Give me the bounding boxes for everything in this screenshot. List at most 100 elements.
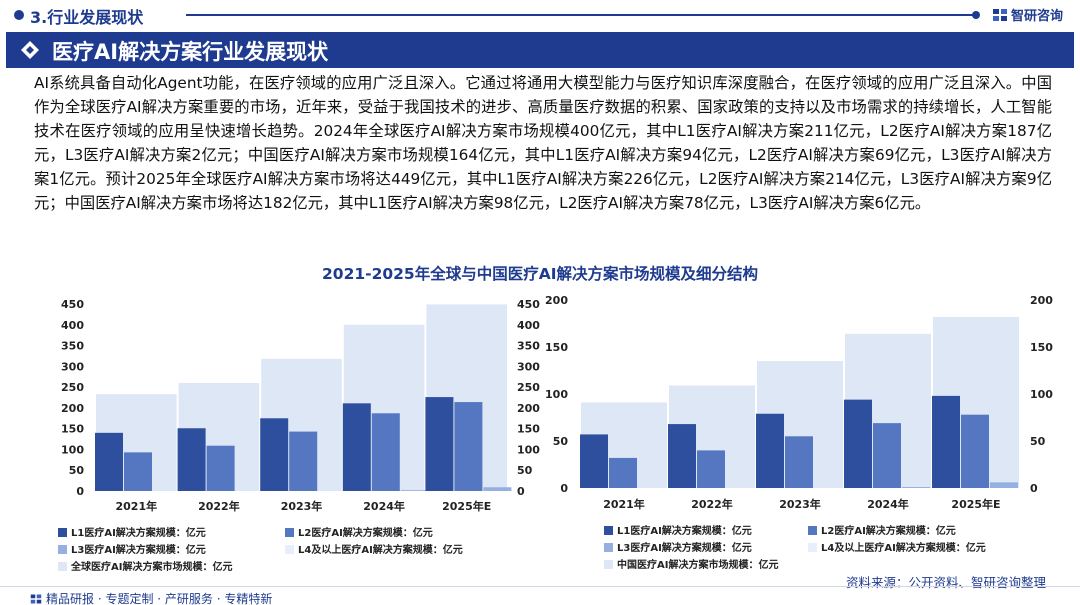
chart-title: 2021-2025年全球与中国医疗AI解决方案市场规模及细分结构 [322,265,758,283]
legend-label: L3医疗AI解决方案规模：亿元 [71,545,206,556]
footer-brand: 精品研报 · 专题定制 · 产研服务 · 专精特新 [30,590,272,605]
header-divider [186,14,976,16]
legend-label: L1医疗AI解决方案规模：亿元 [617,526,752,537]
y-tick-label-left: 0 [76,485,84,498]
bar-l1-global [342,403,371,491]
x-category-label: 2022年 [198,499,240,513]
y-tick-label-right: 300 [517,360,540,373]
x-category-label: 2021年 [603,497,645,511]
data-source: 资料来源：公开资料、智研咨询整理 [845,575,1046,590]
legend-swatch-l2 [285,528,294,537]
y-tick-label-left: 350 [61,340,84,353]
section-label: 3.行业发展现状 [30,8,144,27]
bar-l2-global [124,452,152,491]
bar-l1-global [95,432,123,491]
y-tick-label-right: 200 [1030,294,1053,307]
y-tick-label-left: 50 [553,435,569,448]
x-category-label: 2024年 [363,499,405,513]
top-bar: 3.行业发展现状 智研咨询 [0,0,1080,30]
y-tick-label-right: 350 [517,340,540,353]
footer-tagline: 精品研报 · 专题定制 · 产研服务 · 专精特新 [46,592,273,605]
bar-l1-china [932,395,960,488]
page-title: 医疗AI解决方案行业发展现状 [52,40,329,64]
y-tick-label-left: 0 [560,482,568,495]
y-tick-label-left: 150 [545,341,568,354]
bar-l2-china [609,457,637,488]
legend-swatch-l1 [58,528,67,537]
legend-item-china-l4: L4及以上医疗AI解决方案规模：亿元 [808,539,986,554]
bar-l3-china [990,482,1018,488]
y-tick-label-left: 200 [545,294,568,307]
brand-name: 智研咨询 [1011,9,1064,24]
y-tick-label-right: 150 [1030,341,1053,354]
brand-logo-icon [993,8,1007,21]
y-tick-label-right: 0 [1030,482,1038,495]
y-tick-label-right: 50 [517,464,533,477]
intro-paragraph: AI系统具备自动化Agent功能，在医疗领域的应用广泛且深入。它通过将通用大模型… [34,74,1052,212]
bar-l2-global [454,402,483,491]
y-tick-label-right: 450 [517,298,540,311]
y-tick-label-left: 400 [61,319,84,332]
x-category-label: 2023年 [779,497,821,511]
x-category-label: 2025年E [442,499,491,513]
legend-item-global-l4: L4及以上医疗AI解决方案规模：亿元 [285,541,463,556]
bar-l1-china [668,424,696,488]
bar-l2-global [206,445,235,491]
bar-l1-china [844,399,872,488]
y-tick-label-right: 250 [517,381,540,394]
legend-item-global-l3: L3医疗AI解决方案规模：亿元 [58,541,206,556]
bar-l1-global [425,397,454,491]
legend-label: L4及以上医疗AI解决方案规模：亿元 [298,545,463,556]
legend-swatch-total [604,560,613,569]
y-tick-label-left: 200 [61,402,84,415]
legend-label: L2医疗AI解决方案规模：亿元 [821,526,956,537]
bar-l2-china [785,436,813,488]
bar-l3-global [400,490,429,491]
legend-item-global-l1: L1医疗AI解决方案规模：亿元 [58,524,206,539]
legend-swatch-l4 [285,545,294,554]
legend-item-china-l2: L2医疗AI解决方案规模：亿元 [808,522,956,537]
legend-label: 中国医疗AI解决方案市场规模：亿元 [617,560,779,571]
legend-swatch-l3 [58,545,67,554]
x-category-label: 2023年 [281,499,323,513]
y-tick-label-right: 400 [517,319,540,332]
x-category-label: 2025年E [951,497,1000,511]
y-tick-label-right: 100 [517,443,540,456]
legend-item-china-l3: L3医疗AI解决方案规模：亿元 [604,539,752,554]
y-tick-label-left: 250 [61,381,84,394]
bar-l2-global [371,413,400,491]
bar-l3-china [902,487,930,488]
footer-logo-icon [30,594,42,603]
title-banner: 医疗AI解决方案行业发展现状 [6,32,1074,68]
bar-l1-china [756,413,784,488]
diamond-chevron-icon [21,41,39,59]
y-tick-label-right: 150 [517,423,540,436]
bar-l2-global [289,431,318,491]
bar-l2-china [873,423,901,488]
legend-swatch-l2 [808,526,817,535]
x-category-label: 2021年 [115,499,157,513]
legend-item-global-total: 全球医疗AI解决方案市场规模：亿元 [58,558,232,573]
y-tick-label-right: 50 [1030,435,1046,448]
y-tick-label-left: 100 [545,388,568,401]
legend-label: L1医疗AI解决方案规模：亿元 [71,528,206,539]
y-tick-label-left: 50 [69,464,85,477]
bar-l2-china [961,414,989,488]
legend-swatch-l1 [604,526,613,535]
bar-l1-global [260,418,289,491]
y-tick-label-left: 150 [61,423,84,436]
legend-label: 全球医疗AI解决方案市场规模：亿元 [71,562,233,573]
y-tick-label-right: 100 [1030,388,1053,401]
legend-swatch-l3 [604,543,613,552]
brand: 智研咨询 [992,5,1063,24]
y-tick-label-left: 100 [61,443,84,456]
bar-l1-china [580,434,608,488]
y-tick-label-right: 200 [517,402,540,415]
section-bullet-icon [14,10,24,20]
legend-swatch-l4 [808,543,817,552]
legend-item-china-total: 中国医疗AI解决方案市场规模：亿元 [604,556,778,571]
y-tick-label-right: 0 [517,485,525,498]
bar-l1-global [177,428,206,491]
bar-l2-china [697,450,725,488]
